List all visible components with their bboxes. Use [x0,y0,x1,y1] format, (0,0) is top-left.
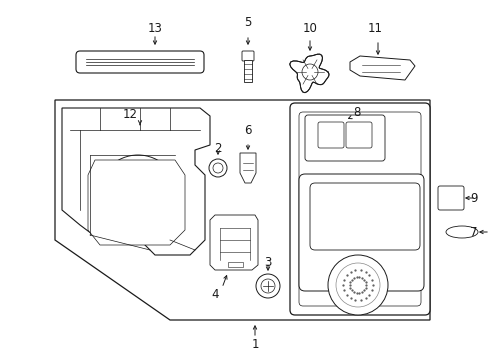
Polygon shape [349,56,414,80]
FancyBboxPatch shape [346,122,371,148]
FancyBboxPatch shape [242,51,253,61]
FancyBboxPatch shape [437,186,463,210]
FancyBboxPatch shape [305,115,384,161]
Text: 13: 13 [147,22,162,35]
Text: 12: 12 [122,108,137,122]
Bar [244,60,251,82]
Text: 1: 1 [251,338,258,351]
Circle shape [110,167,165,223]
FancyBboxPatch shape [76,51,203,73]
FancyBboxPatch shape [309,183,419,250]
Circle shape [256,274,280,298]
Bar [227,262,243,267]
Text: 4: 4 [211,288,218,302]
Polygon shape [62,108,209,255]
Text: 11: 11 [367,22,382,35]
Text: 8: 8 [353,107,360,120]
FancyBboxPatch shape [298,112,420,306]
Circle shape [213,163,223,173]
Text: 3: 3 [264,256,271,269]
Circle shape [128,185,148,205]
Circle shape [302,64,317,80]
Polygon shape [88,160,184,245]
Text: 9: 9 [469,192,477,204]
Ellipse shape [445,226,477,238]
Circle shape [98,155,178,235]
Polygon shape [209,215,258,270]
Polygon shape [240,153,256,183]
Circle shape [327,255,387,315]
Text: 5: 5 [244,15,251,28]
Circle shape [261,279,274,293]
Circle shape [208,159,226,177]
Text: 6: 6 [244,123,251,136]
Text: 7: 7 [469,225,477,238]
Polygon shape [289,54,328,93]
Text: 10: 10 [302,22,317,35]
FancyBboxPatch shape [289,103,429,315]
FancyBboxPatch shape [298,174,423,291]
Circle shape [335,263,379,307]
FancyBboxPatch shape [317,122,343,148]
Text: 2: 2 [214,141,221,154]
